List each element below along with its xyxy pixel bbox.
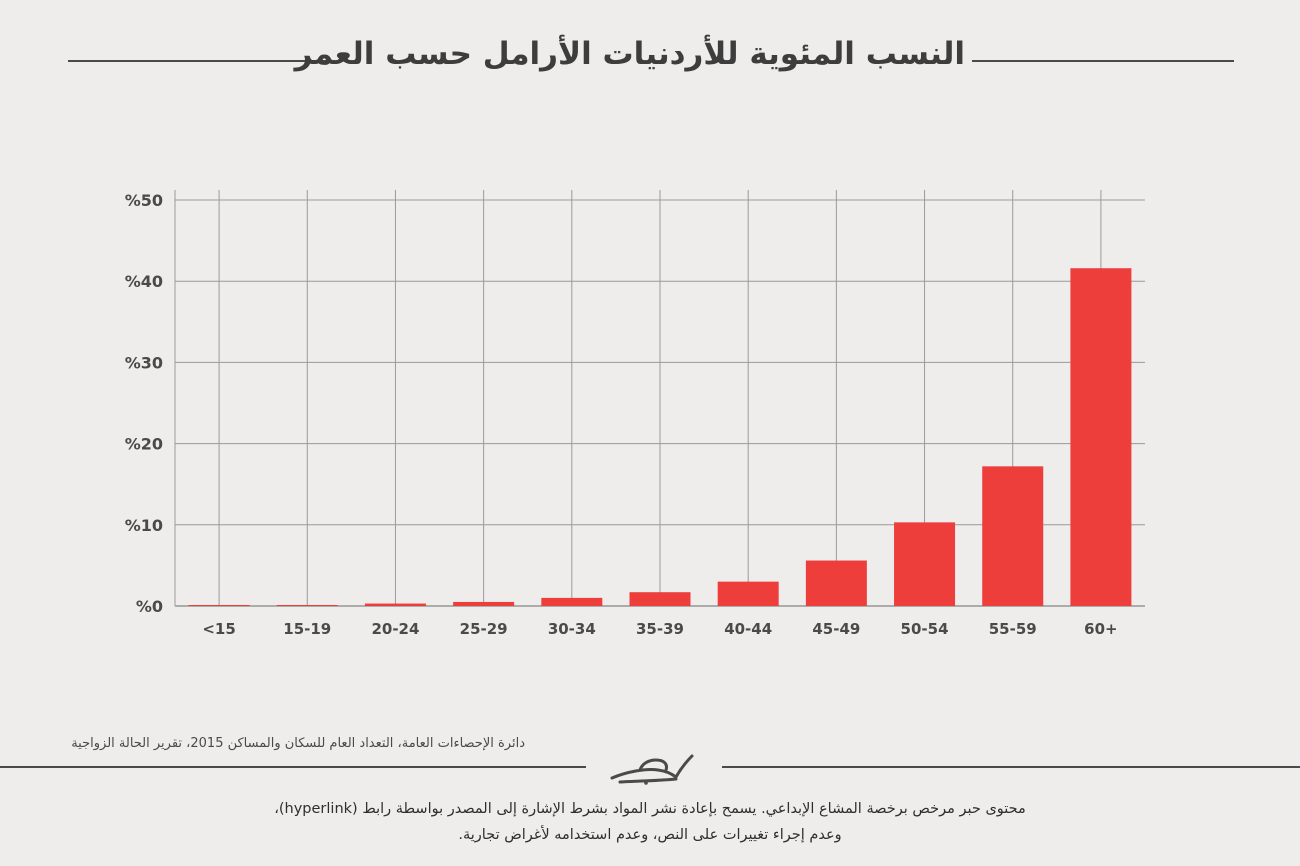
bar-45-49 bbox=[805, 560, 867, 606]
bar-<15 bbox=[188, 605, 250, 606]
license-line-1: محتوى حبر مرخص برخصة المشاع الإبداعي. يس… bbox=[274, 801, 1026, 817]
y-tick-label: %0 bbox=[136, 597, 163, 616]
license-text: محتوى حبر مرخص برخصة المشاع الإبداعي. يس… bbox=[150, 796, 1150, 848]
y-tick-label: %50 bbox=[125, 191, 163, 210]
x-tick-label: 60+ bbox=[1084, 620, 1117, 638]
x-tick-label: 55-59 bbox=[989, 620, 1037, 638]
chart-title: النسب المئوية للأردنيات الأرامل حسب العم… bbox=[294, 36, 965, 72]
x-tick-label: 50-54 bbox=[901, 620, 949, 638]
bar-20-24 bbox=[364, 603, 426, 606]
y-tick-label: %30 bbox=[125, 353, 163, 372]
bar-25-29 bbox=[453, 601, 515, 606]
bar-60+ bbox=[1070, 268, 1132, 606]
x-tick-label: <15 bbox=[202, 620, 235, 638]
x-tick-label: 40-44 bbox=[724, 620, 772, 638]
hibr-logo bbox=[610, 754, 694, 785]
bar-55-59 bbox=[982, 466, 1044, 606]
title-row: النسب المئوية للأردنيات الأرامل حسب العم… bbox=[0, 30, 1300, 80]
source-note: دائرة الإحصاءات العامة، التعداد العام لل… bbox=[71, 736, 525, 751]
x-tick-label: 15-19 bbox=[283, 620, 331, 638]
title-rule-right bbox=[972, 60, 1234, 62]
x-tick-label: 45-49 bbox=[812, 620, 860, 638]
title-rule-left bbox=[68, 60, 328, 62]
footer-rule-left bbox=[0, 766, 586, 768]
bar-40-44 bbox=[717, 581, 779, 606]
y-tick-label: %40 bbox=[125, 272, 163, 291]
bar-35-39 bbox=[629, 592, 691, 606]
y-tick-label: %10 bbox=[125, 516, 163, 535]
footer-rule-right bbox=[722, 766, 1300, 768]
x-tick-label: 25-29 bbox=[460, 620, 508, 638]
bar-30-34 bbox=[541, 597, 603, 606]
x-tick-label: 30-34 bbox=[548, 620, 596, 638]
y-tick-label: %20 bbox=[125, 435, 163, 454]
bar-chart: %0 %10 %20 %30 %40 %50 <15 15-19 20-24 25-29 30-34… bbox=[125, 190, 1145, 638]
bar-50-54 bbox=[894, 522, 956, 606]
x-tick-label: 20-24 bbox=[371, 620, 419, 638]
bar-15-19 bbox=[276, 605, 338, 606]
license-line-2: وعدم إجراء تغييرات على النص، وعدم استخدا… bbox=[458, 827, 842, 843]
x-tick-label: 35-39 bbox=[636, 620, 684, 638]
